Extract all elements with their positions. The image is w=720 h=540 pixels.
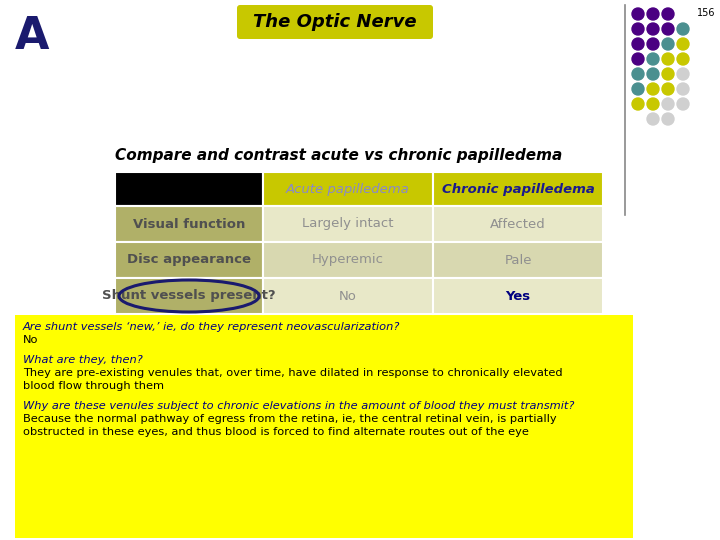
Circle shape — [632, 68, 644, 80]
Circle shape — [662, 23, 674, 35]
Text: Largely intact: Largely intact — [302, 218, 394, 231]
Circle shape — [662, 53, 674, 65]
Circle shape — [677, 53, 689, 65]
FancyBboxPatch shape — [115, 172, 263, 206]
Text: Chronic papilledema: Chronic papilledema — [441, 183, 595, 195]
Text: Compare and contrast acute vs chronic papilledema: Compare and contrast acute vs chronic pa… — [115, 148, 562, 163]
Circle shape — [662, 83, 674, 95]
Circle shape — [662, 68, 674, 80]
Circle shape — [632, 8, 644, 20]
FancyBboxPatch shape — [433, 242, 603, 278]
FancyBboxPatch shape — [237, 5, 433, 39]
Text: Shunt vessels present?: Shunt vessels present? — [102, 289, 276, 302]
Circle shape — [647, 8, 659, 20]
FancyBboxPatch shape — [263, 172, 433, 206]
Circle shape — [662, 8, 674, 20]
Text: obstructed in these eyes, and thus blood is forced to find alternate routes out : obstructed in these eyes, and thus blood… — [23, 427, 529, 437]
Text: Acute papilledema: Acute papilledema — [286, 183, 410, 195]
Text: blood flow through them: blood flow through them — [23, 381, 164, 391]
Circle shape — [632, 23, 644, 35]
Text: Yes: Yes — [505, 289, 531, 302]
Text: No: No — [23, 335, 38, 345]
Circle shape — [647, 98, 659, 110]
FancyBboxPatch shape — [263, 278, 433, 314]
Circle shape — [677, 68, 689, 80]
Circle shape — [677, 23, 689, 35]
Circle shape — [647, 113, 659, 125]
Circle shape — [662, 98, 674, 110]
Text: The Optic Nerve: The Optic Nerve — [253, 13, 417, 31]
Text: A: A — [15, 15, 50, 58]
Circle shape — [647, 68, 659, 80]
FancyBboxPatch shape — [15, 315, 633, 538]
Circle shape — [662, 38, 674, 50]
Text: Why are these venules subject to chronic elevations in the amount of blood they : Why are these venules subject to chronic… — [23, 401, 575, 411]
Text: 156: 156 — [696, 8, 715, 18]
FancyBboxPatch shape — [263, 242, 433, 278]
Circle shape — [632, 38, 644, 50]
FancyBboxPatch shape — [263, 206, 433, 242]
Text: No: No — [339, 289, 357, 302]
Text: Affected: Affected — [490, 218, 546, 231]
FancyBboxPatch shape — [433, 172, 603, 206]
Text: Hyperemic: Hyperemic — [312, 253, 384, 267]
Text: What are they, then?: What are they, then? — [23, 355, 143, 365]
Text: They are pre-existing venules that, over time, have dilated in response to chron: They are pre-existing venules that, over… — [23, 368, 562, 378]
FancyBboxPatch shape — [115, 206, 263, 242]
Circle shape — [632, 83, 644, 95]
Text: Are shunt vessels ‘new,’ ie, do they represent neovascularization?: Are shunt vessels ‘new,’ ie, do they rep… — [23, 322, 400, 332]
Text: Disc appearance: Disc appearance — [127, 253, 251, 267]
Circle shape — [647, 23, 659, 35]
Text: Because the normal pathway of egress from the retina, ie, the central retinal ve: Because the normal pathway of egress fro… — [23, 414, 557, 424]
Circle shape — [647, 38, 659, 50]
Text: Pale: Pale — [504, 253, 532, 267]
Circle shape — [677, 98, 689, 110]
Text: Visual function: Visual function — [132, 218, 246, 231]
FancyBboxPatch shape — [433, 278, 603, 314]
FancyBboxPatch shape — [115, 278, 263, 314]
Circle shape — [677, 38, 689, 50]
Circle shape — [677, 83, 689, 95]
FancyBboxPatch shape — [115, 242, 263, 278]
Circle shape — [632, 98, 644, 110]
Circle shape — [662, 113, 674, 125]
Circle shape — [632, 53, 644, 65]
Circle shape — [647, 53, 659, 65]
FancyBboxPatch shape — [433, 206, 603, 242]
Circle shape — [647, 83, 659, 95]
